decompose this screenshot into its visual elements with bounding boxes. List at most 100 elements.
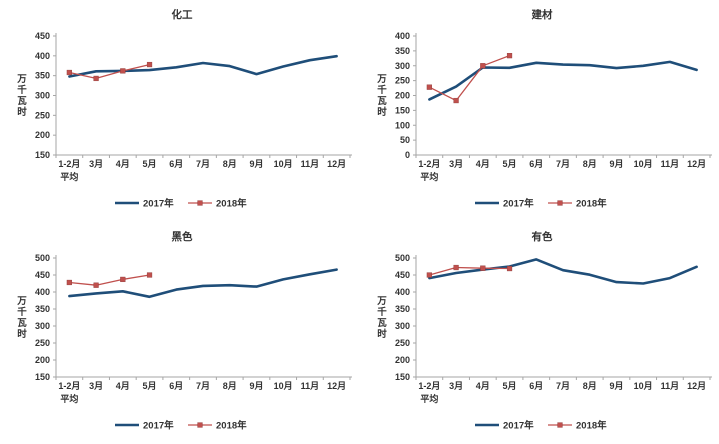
x-tick-label: 10月 [274,381,293,391]
series-2018-marker [479,63,485,69]
x-tick-label: 9月 [609,381,623,391]
x-tick-label: 6月 [169,159,183,169]
series-2018-marker [93,282,99,288]
legend-marker-sample [197,200,203,206]
legend-item-2017: 2017年 [115,420,174,432]
y-tick-label: 150 [35,372,50,382]
series-2018-line [428,266,510,276]
chart-svg: 化工 150 200 250 300 350 400 450 1-2月平均 3月 4月 5月 6月 7月 8… [16,8,352,210]
x-tick-label: 11月 [301,159,320,169]
x-tick-label: 8月 [223,159,237,169]
y-tick-label: 150 [394,105,409,115]
chart-title: 有色 [531,230,552,243]
chart-svg: 建材 0 50 100 150 200 250 300 350 400 1-2月平均 3月 4月 5月 6月… [376,8,712,210]
series-2017-line [427,258,698,285]
y-tick-label: 50 [399,135,409,145]
y-tick-label: 200 [35,130,50,140]
series-2018-marker [452,97,459,104]
x-tick-label: 9月 [249,381,263,391]
series-2017-line [68,54,338,78]
x-tick-label: 3月 [89,159,103,169]
legend-marker-sample [556,200,563,206]
x-tick-label: 10月 [633,159,652,169]
series-2018-marker [452,264,459,271]
y-tick-label: 350 [394,46,409,56]
legend: 2017年 2018年 [115,198,247,210]
y-tick-label: 200 [35,355,50,365]
series-2018-marker [506,265,512,272]
series-2018-marker [120,276,126,283]
chart-svg: 有色 150 200 250 300 350 400 450 500 1-2月平均 3月 4月 5月 6月… [376,230,712,432]
x-tick-label: 3月 [89,381,103,391]
y-tick-label: 450 [35,31,50,41]
legend-marker-sample [556,422,563,428]
x-tick-label: 8月 [582,159,596,169]
legend-label: 2017年 [503,420,534,432]
y-tick-label: 400 [35,51,50,61]
x-tick-label: 4月 [116,159,130,169]
x-tick-label: 6月 [169,381,183,391]
x-tick-label: 8月 [223,381,237,391]
series-2018-marker [66,279,72,286]
y-axis-title-char: 万 [376,74,387,85]
y-axis-title-char: 万 [376,296,387,307]
legend-item-2018: 2018年 [547,420,607,432]
x-tick-label: 7月 [555,159,569,169]
y-axis-title-char: 瓦 [17,96,27,107]
chart-chemical: 化工 150 200 250 300 350 400 450 1-2月平均 3月 4月 5月 6月 7月 8… [0,0,360,222]
y-tick-label: 150 [35,150,50,160]
legend-item-2018: 2018年 [188,420,247,432]
chart-title: 建材 [530,8,552,21]
x-tick-label: 5月 [143,381,157,391]
x-tick-label: 5月 [502,381,516,391]
legend-label: 2018年 [216,420,247,432]
y-axis-title-char: 万 [16,74,27,85]
legend: 2017年 2018年 [474,420,607,432]
legend: 2017年 2018年 [115,420,247,432]
y-tick-label: 250 [394,76,409,86]
y-axis-title-char: 千 [377,84,387,96]
series-2018-line [428,54,510,102]
y-axis-title-char: 瓦 [17,318,27,329]
y-axis-title-char: 时 [17,328,27,340]
series-2018-marker [66,69,72,76]
series-2018-line [68,63,151,80]
x-tick-label: 6月 [529,159,543,169]
x-tick-label: 6月 [529,381,543,391]
y-tick-label: 200 [394,355,409,365]
x-tick-label: 7月 [196,381,210,391]
y-tick-label: 250 [394,338,409,348]
x-tick-label: 1-2月平均 [58,381,80,404]
series-2017-line [68,268,338,299]
series-2018-marker [146,61,153,68]
y-axis-title-char: 千 [377,306,387,318]
chart-svg: 黑色 150 200 250 300 350 400 450 500 1-2月平均 3月 4月 5月 6月… [16,230,352,432]
series-2018-marker [426,272,432,278]
y-tick-label: 400 [394,31,409,41]
chart-nonferrous: 有色 150 200 250 300 350 400 450 500 1-2月平均 3月 4月 5月 6月… [360,222,719,444]
chart-title: 黑色 [172,230,193,243]
series-2018-marker [93,75,99,82]
y-axis-title-char: 万 [16,296,27,307]
legend-label: 2018年 [576,420,607,432]
legend-item-2017: 2017年 [115,198,174,210]
y-tick-label: 250 [35,110,50,120]
x-tick-label: 11月 [660,381,679,391]
y-tick-label: 300 [394,61,409,71]
legend-item-2017: 2017年 [474,420,534,432]
y-tick-label: 400 [35,287,50,297]
legend-item-2018: 2018年 [188,198,247,210]
series-2018-marker [146,272,153,278]
y-tick-label: 300 [35,91,50,101]
x-tick-label: 10月 [633,381,652,391]
x-tick-label: 1-2月平均 [418,381,440,404]
series-2017-line [427,60,698,101]
chart-building-materials: 建材 0 50 100 150 200 250 300 350 400 1-2月平均 3月 4月 5月 6月… [360,0,719,222]
x-tick-label: 11月 [301,381,320,391]
y-tick-label: 350 [35,304,50,314]
